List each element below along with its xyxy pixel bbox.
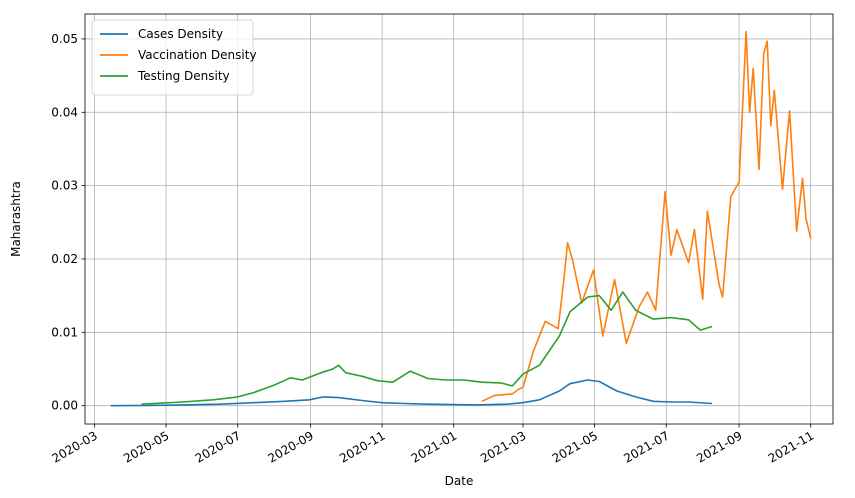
legend-frame [91,19,254,96]
y-axis-title: Maharashtra [9,181,23,257]
plot-area-frame [84,13,834,425]
y-tick-label: 0.00 [51,399,78,413]
x-tick-label: 2021-11 [766,428,816,465]
x-tick-label: 2021-03 [478,428,528,465]
legend: Cases Density Vaccination Density Testing … [91,19,257,96]
series-lines [110,30,812,407]
series-line-testing-density [141,291,713,405]
grid [85,14,833,424]
legend-label: Vaccination Density [138,48,257,62]
x-tick-label: 2020-07 [193,428,243,465]
y-tick-label: 0.03 [51,179,78,193]
series-line-vaccination-density [481,30,812,403]
series-line-cases-density [110,379,713,407]
x-axis-title: Date [445,474,474,488]
x-tick-label: 2020-03 [49,428,99,465]
x-tick-label: 2020-05 [121,428,171,465]
legend-label: Cases Density [138,27,223,41]
x-tick-label: 2021-07 [621,428,671,465]
x-tick-label: 2021-09 [694,428,744,465]
x-tick-label: 2021-05 [550,428,600,465]
x-axis-ticks: 2020-03 2020-05 2020-07 2020-09 2020-11 2021-… [49,424,816,466]
x-tick-label: 2021-01 [409,428,459,465]
y-tick-label: 0.01 [51,325,78,339]
y-axis-ticks: 0.00 0.01 0.02 0.03 0.04 0.05 [51,32,85,413]
x-tick-label: 2020-11 [337,428,387,465]
y-tick-label: 0.04 [51,105,78,119]
y-tick-label: 0.05 [51,32,78,46]
legend-label: Testing Density [137,69,230,83]
y-tick-label: 0.02 [51,252,78,266]
x-tick-label: 2020-09 [266,428,316,465]
